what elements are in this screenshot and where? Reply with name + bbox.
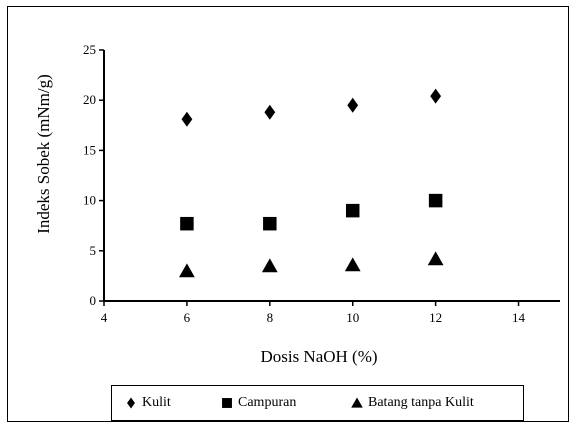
chart-marks	[179, 88, 444, 278]
legend-label: Kulit	[142, 395, 171, 410]
data-point-triangle	[344, 257, 361, 272]
x-tick-label: 10	[346, 310, 359, 325]
square-marker-icon	[220, 396, 234, 410]
series-square-group	[180, 193, 443, 231]
series-triangle-group	[179, 251, 444, 278]
data-point-square	[345, 203, 360, 218]
y-tick-label: 0	[90, 293, 97, 308]
diamond-marker-icon	[124, 396, 138, 410]
x-tick-label: 4	[101, 310, 108, 325]
x-axis-label: Dosis NaOH (%)	[260, 347, 377, 366]
chart-plot: 4 6 8 10 12 14 0 5 10 15 20 25 Dosis NaOH (%) Indek…	[34, 42, 560, 366]
legend-label: Batang tanpa Kulit	[368, 395, 474, 410]
y-axis-label: Indeks Sobek (mNm/g)	[34, 74, 53, 234]
y-tick-label: 25	[83, 42, 96, 57]
chart-ticks: 4 6 8 10 12 14 0 5 10 15 20 25	[83, 42, 526, 325]
data-point-triangle	[261, 258, 278, 273]
data-point-triangle	[179, 263, 195, 278]
legend-label: Campuran	[238, 395, 297, 410]
legend-marker-square	[222, 398, 232, 408]
data-point-square	[263, 216, 277, 231]
data-point-diamond	[264, 104, 276, 120]
chart-frame: 4 6 8 10 12 14 0 5 10 15 20 25 Dosis NaOH (%) Indek…	[7, 6, 569, 422]
y-tick-label: 5	[90, 243, 97, 258]
y-tick-label: 10	[83, 193, 96, 208]
legend-marker-diamond	[127, 397, 135, 409]
chart-legend: Kulit Campuran Batang tanpa Kulit	[111, 385, 524, 421]
data-point-diamond	[181, 111, 193, 127]
y-tick-label: 15	[83, 142, 96, 157]
legend-item-square: Campuran	[220, 395, 296, 411]
data-point-diamond	[430, 88, 442, 104]
legend-item-triangle: Batang tanpa Kulit	[350, 395, 474, 411]
chart-axes	[103, 50, 560, 302]
data-point-triangle	[427, 251, 444, 266]
triangle-marker-icon	[350, 396, 364, 410]
data-point-square	[180, 216, 194, 231]
y-tick-label: 20	[83, 92, 96, 107]
series-diamond-group	[181, 88, 442, 127]
legend-item-diamond: Kulit	[124, 395, 171, 411]
x-tick-label: 6	[184, 310, 191, 325]
x-tick-label: 14	[512, 310, 526, 325]
legend-marker-triangle	[351, 397, 363, 408]
x-tick-label: 8	[267, 310, 274, 325]
data-point-square	[428, 193, 443, 208]
x-tick-label: 12	[429, 310, 442, 325]
data-point-diamond	[347, 97, 359, 113]
